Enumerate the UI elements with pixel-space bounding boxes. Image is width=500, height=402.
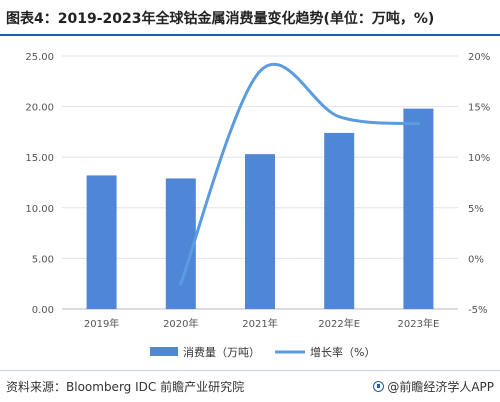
left-axis-tick-label: 10.00 [25, 204, 54, 215]
right-axis-tick-label: -5% [468, 305, 487, 316]
left-axis-tick-label: 25.00 [25, 52, 54, 63]
right-axis-tick-label: 0% [468, 254, 484, 265]
brand-label: @前瞻经济学人APP [387, 380, 494, 394]
right-axis-tick-label: 15% [468, 103, 490, 114]
left-axis-tick-label: 20.00 [25, 103, 54, 114]
x-axis-tick-label: 2019年 [84, 317, 119, 330]
bar [324, 132, 355, 309]
bar [403, 108, 434, 310]
legend-label-consumption: 消费量（万吨） [183, 345, 260, 359]
right-axis-tick-label: 10% [468, 153, 490, 164]
bar [86, 175, 117, 309]
footer: 资料来源：Bloomberg IDC 前瞻产业研究院 @前瞻经济学人APP [0, 370, 500, 402]
right-axis-tick-label: 20% [468, 52, 490, 63]
chart-title: 图表4：2019-2023年全球钴金属消费量变化趋势(单位：万吨，%) [6, 11, 435, 27]
x-axis-tick-label: 2021年 [242, 317, 277, 330]
x-axis-tick-label: 2022年E [318, 317, 360, 330]
bar [245, 154, 275, 309]
left-axis-tick-label: 15.00 [25, 153, 54, 164]
source-note: 资料来源：Bloomberg IDC 前瞻产业研究院 [6, 380, 245, 394]
growth-rate-line [179, 62, 420, 286]
legend-label-growth: 增长率（%） [310, 345, 375, 359]
left-axis-tick-label: 0.00 [32, 305, 54, 316]
x-axis-tick-label: 2020年 [163, 317, 198, 330]
brand-credit: @前瞻经济学人APP [373, 378, 494, 395]
left-axis-tick-label: 5.00 [32, 254, 54, 265]
qianzhan-logo-icon [373, 381, 385, 392]
right-axis-tick-label: 5% [468, 204, 484, 215]
x-axis-tick-label: 2023年E [398, 317, 440, 330]
title-bar: 图表4：2019-2023年全球钴金属消费量变化趋势(单位：万吨，%) [0, 0, 500, 36]
legend-swatch-consumption [150, 347, 178, 356]
bar [165, 178, 196, 309]
chart: 0.00 5.00 10.00 15.00 20.00 25.00 -5% 0% 5% 10% 15… [25, 52, 490, 359]
